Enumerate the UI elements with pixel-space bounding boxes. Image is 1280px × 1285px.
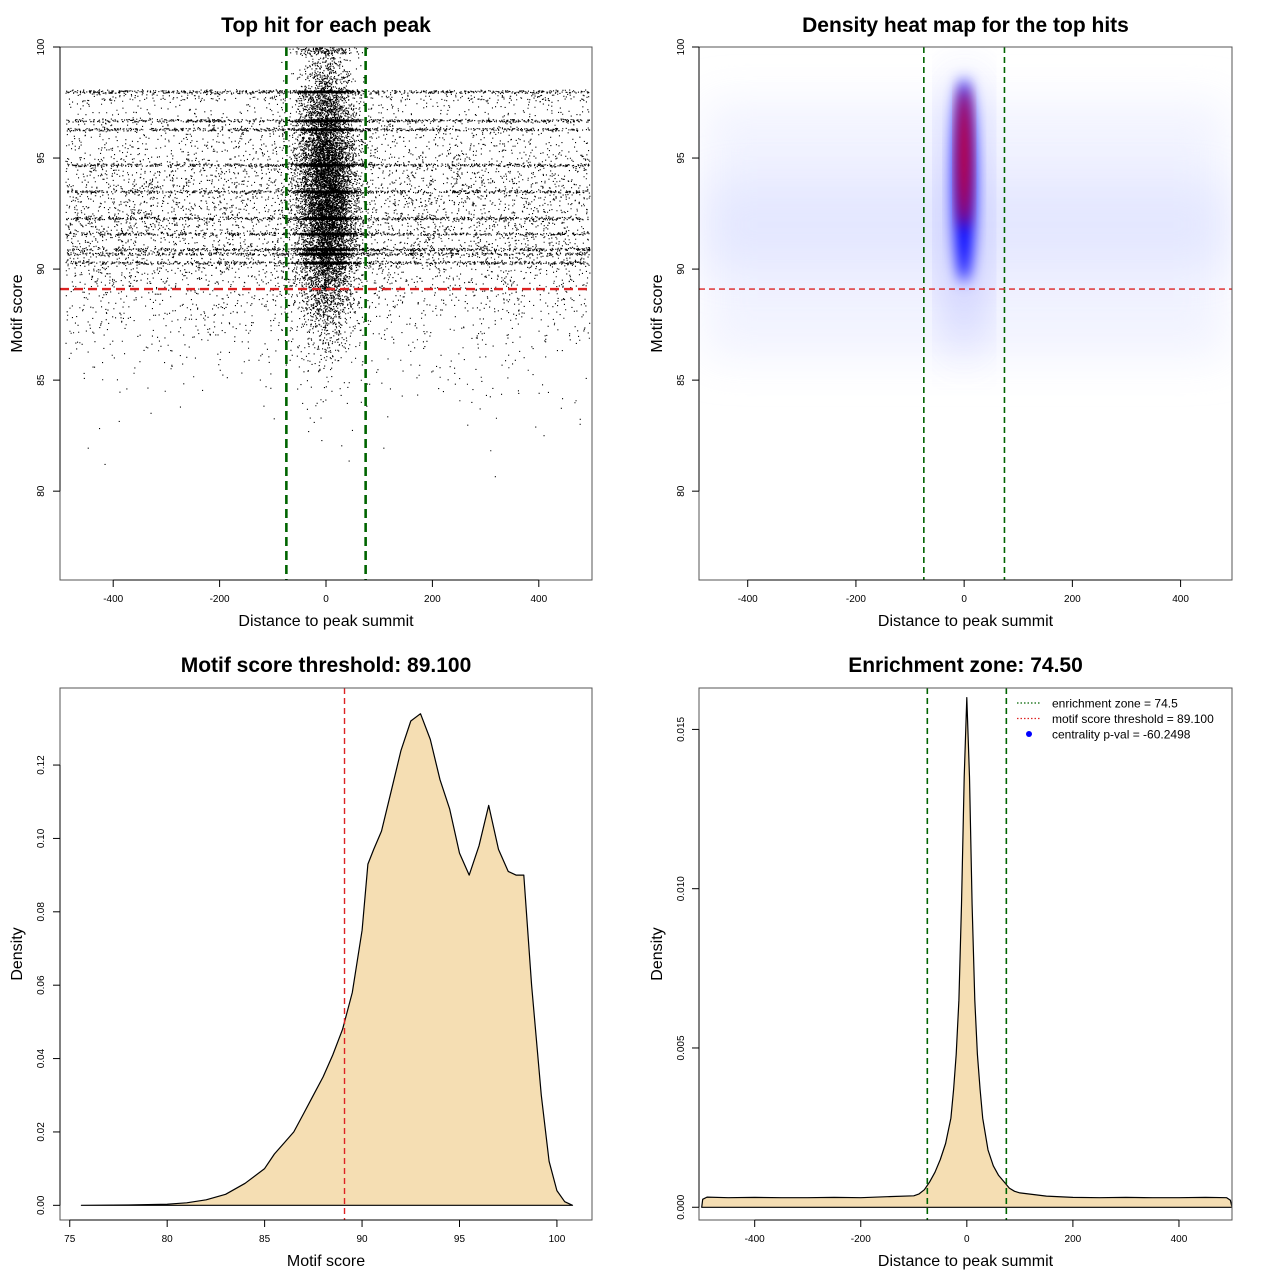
x-axis: -400 -200 0 200 400: [103, 579, 548, 605]
scatter-points: [65, 47, 591, 478]
x-tick-label: 80: [162, 1234, 174, 1245]
plot-area: [699, 47, 1232, 580]
y-tick-label: 0.015: [676, 716, 687, 741]
x-axis-label: Motif score: [287, 1253, 365, 1270]
y-tick-label: 0.10: [36, 828, 47, 848]
x-axis-label: Distance to peak summit: [878, 1253, 1054, 1270]
y-tick-label: 85: [676, 374, 687, 386]
density-area: [80, 713, 574, 1206]
x-tick-label: -200: [210, 594, 230, 605]
chart-panel-2: -400 -200 0 200 400 80 85 90 95 100 Density heat m…: [649, 14, 1233, 630]
y-tick-label: 0.06: [36, 975, 47, 995]
y-tick-label: 95: [676, 152, 687, 164]
x-tick-label: 0: [961, 594, 967, 605]
chart-title: Enrichment zone: 74.50: [848, 654, 1083, 677]
x-tick-label: -400: [745, 1234, 765, 1245]
y-tick-label: 0.010: [676, 876, 687, 901]
x-tick-label: 200: [1065, 1234, 1082, 1245]
y-tick-label: 80: [36, 485, 47, 497]
y-tick-label: 90: [676, 263, 687, 275]
legend-entry-2: motif score threshold = 89.100: [1052, 712, 1214, 726]
x-tick-label: 200: [1064, 594, 1081, 605]
chart-panel-4: -400 -200 0 200 400 0.000 0.005 0.010 0.015 Enric…: [649, 654, 1233, 1270]
x-tick-label: 90: [356, 1234, 368, 1245]
y-tick-label: 80: [676, 485, 687, 497]
x-tick-label: 75: [64, 1234, 76, 1245]
y-tick-label: 100: [676, 38, 687, 55]
plot-area: [80, 688, 574, 1220]
plot-area: [60, 47, 592, 580]
x-axis-label: Distance to peak summit: [878, 613, 1054, 630]
y-tick-label: 0.12: [36, 755, 47, 775]
y-axis-label: Density: [649, 927, 666, 980]
y-tick-label: 0.08: [36, 902, 47, 922]
legend-point-marker: [1026, 731, 1032, 737]
density-area: [701, 697, 1232, 1208]
x-tick-label: 100: [549, 1234, 566, 1245]
y-axis-label: Density: [9, 927, 26, 980]
x-tick-label: -400: [103, 594, 123, 605]
y-tick-label: 0.00: [36, 1195, 47, 1215]
y-tick-label: 0.04: [36, 1048, 47, 1068]
y-axis: 0.000 0.005 0.010 0.015: [676, 716, 700, 1220]
x-tick-label: -400: [738, 594, 758, 605]
x-tick-label: -200: [846, 594, 866, 605]
y-tick-label: 0.005: [676, 1035, 687, 1060]
x-axis: -400 -200 0 200 400: [738, 579, 1189, 605]
y-tick-label: 0.000: [676, 1194, 687, 1219]
chart-title: Motif score threshold: 89.100: [181, 654, 472, 677]
chart-panel-1: -400 -200 0 200 400 80 85 90 95 100 Top hit for ea…: [9, 14, 593, 630]
legend-entry-3: centrality p-val = -60.2498: [1052, 728, 1191, 742]
y-axis-label: Motif score: [9, 274, 26, 352]
x-tick-label: 400: [1172, 594, 1189, 605]
y-tick-label: 85: [36, 374, 47, 386]
heatmap-red-core: [958, 88, 971, 228]
y-tick-label: 95: [36, 152, 47, 164]
chart-title: Density heat map for the top hits: [802, 14, 1129, 37]
x-axis: 75 80 85 90 95 100: [64, 1219, 566, 1245]
y-axis: 80 85 90 95 100: [36, 38, 61, 497]
x-tick-label: -200: [851, 1234, 871, 1245]
x-tick-label: 0: [964, 1234, 970, 1245]
x-axis: -400 -200 0 200 400: [745, 1219, 1188, 1245]
x-tick-label: 400: [530, 594, 547, 605]
legend-entry-1: enrichment zone = 74.5: [1052, 697, 1178, 711]
x-tick-label: 400: [1171, 1234, 1188, 1245]
chart-panel-3: 75 80 85 90 95 100 0.00 0.02 0.04 0.06 0.08 0.10 0.1…: [9, 654, 593, 1270]
plot-area: [701, 688, 1232, 1220]
x-axis-label: Distance to peak summit: [238, 613, 414, 630]
x-tick-label: 85: [259, 1234, 271, 1245]
x-tick-label: 0: [323, 594, 329, 605]
y-tick-label: 0.02: [36, 1122, 47, 1142]
y-tick-label: 90: [36, 263, 47, 275]
x-tick-label: 95: [454, 1234, 466, 1245]
x-tick-label: 200: [424, 594, 441, 605]
chart-title: Top hit for each peak: [221, 14, 431, 37]
y-axis: 80 85 90 95 100: [676, 38, 700, 497]
y-axis: 0.00 0.02 0.04 0.06 0.08 0.10 0.12: [36, 755, 61, 1215]
y-tick-label: 100: [36, 38, 47, 55]
y-axis-label: Motif score: [649, 274, 666, 352]
